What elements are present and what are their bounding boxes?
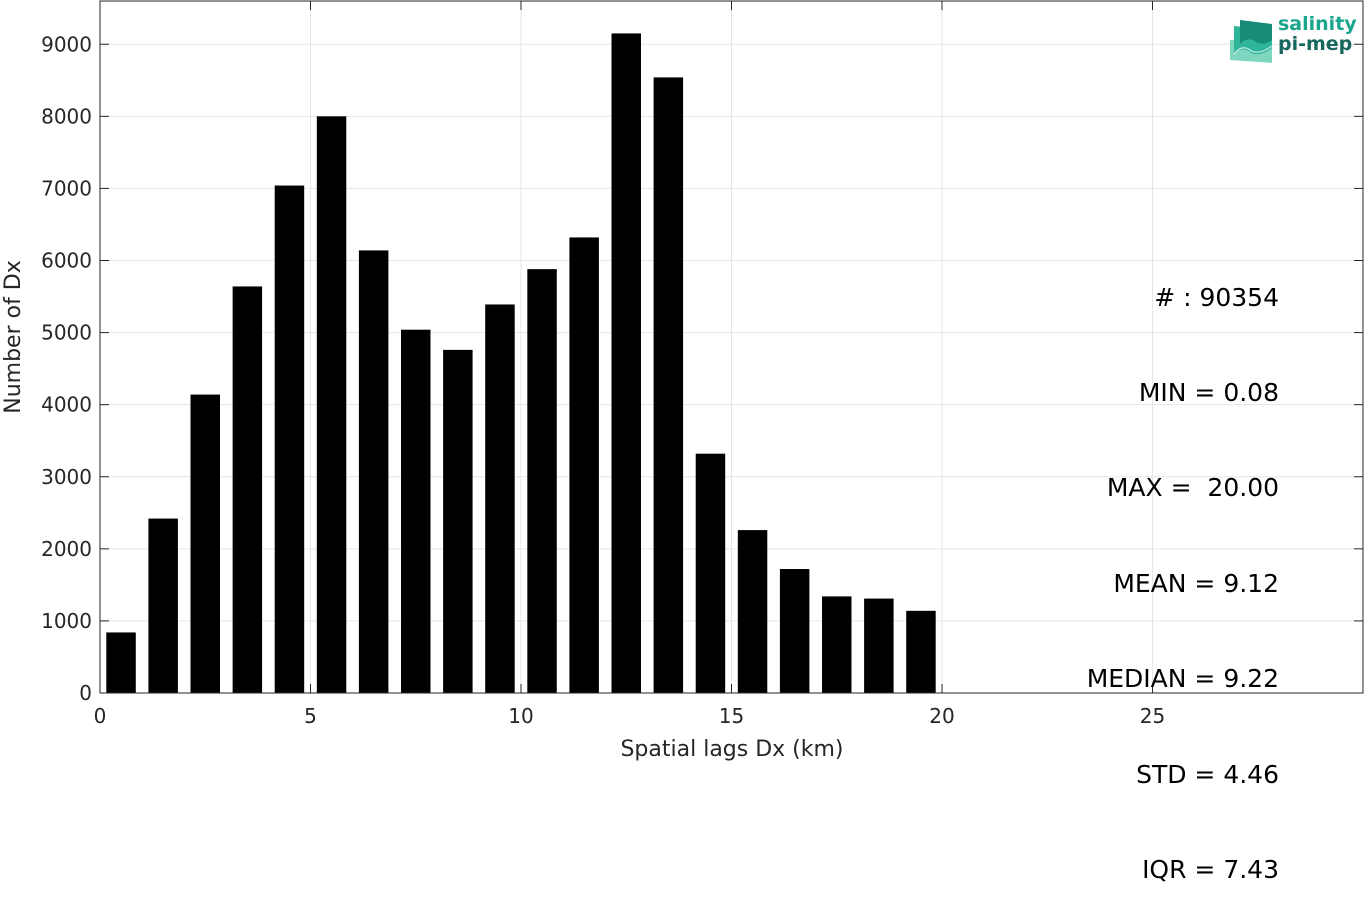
bar (232, 286, 263, 693)
x-tick-label: 0 (94, 704, 107, 728)
bar (822, 596, 852, 693)
y-tick-label: 2000 (41, 537, 92, 561)
bar (695, 453, 726, 693)
x-axis-label: Spatial lags Dx (km) (620, 737, 843, 762)
salinity-pi-mep-logo: salinity pi-mep (1228, 14, 1358, 64)
x-axis: 0 5 10 15 20 25 (94, 1, 1165, 728)
statistics-box: # : 90354 MIN = 0.08 MAX = 20.00 MEAN = … (1087, 218, 1279, 918)
bar (485, 304, 515, 693)
bar (316, 116, 347, 694)
x-tick-label: 25 (1140, 704, 1165, 728)
stat-max: MAX = 20.00 (1106, 473, 1279, 503)
stat-mean: MEAN = 9.12 (1113, 568, 1279, 598)
y-axis: 0 1000 2000 3000 4000 5000 6000 7000 8000 9000 (41, 32, 1363, 705)
x-tick-label: 10 (508, 704, 533, 728)
y-tick-label: 0 (79, 681, 92, 705)
grid-lines (100, 1, 1363, 693)
bar (653, 77, 684, 694)
y-tick-label: 3000 (41, 465, 92, 489)
y-tick-label: 1000 (41, 609, 92, 633)
bar (148, 518, 178, 693)
histogram-chart: 0 5 10 15 20 25 0 1000 2000 3000 4000 5000 6000 7000… (1, 0, 1364, 762)
logo-text-line2: pi-mep (1278, 33, 1353, 55)
bar (569, 237, 599, 693)
y-tick-label: 5000 (41, 321, 92, 345)
bar (611, 33, 641, 693)
y-tick-label: 6000 (41, 249, 92, 273)
bar (401, 329, 431, 693)
x-tick-label: 15 (719, 704, 744, 728)
bar (527, 269, 557, 693)
bar (906, 610, 936, 693)
bar (190, 394, 220, 693)
x-tick-label: 5 (304, 704, 317, 728)
logo-wave-icon (1230, 20, 1273, 63)
y-tick-label: 4000 (41, 393, 92, 417)
bar (443, 349, 473, 693)
stat-count: # : 90354 (1154, 282, 1279, 312)
stat-iqr: IQR = 7.43 (1142, 854, 1279, 884)
logo-text-line1: salinity (1278, 13, 1357, 35)
y-tick-label: 9000 (41, 32, 92, 56)
y-axis-label: Number of Dx (1, 260, 26, 414)
bar (106, 632, 136, 693)
y-tick-label: 7000 (41, 176, 92, 200)
bar (274, 185, 305, 694)
stat-std: STD = 4.46 (1136, 759, 1279, 789)
x-tick-label: 20 (929, 704, 954, 728)
y-tick-label: 8000 (41, 104, 92, 128)
bar (779, 569, 810, 693)
bar (864, 598, 894, 693)
stat-median: MEDIAN = 9.22 (1086, 664, 1279, 694)
bar (358, 250, 389, 694)
stat-min: MIN = 0.08 (1138, 377, 1279, 407)
bars (106, 33, 936, 694)
bar (737, 530, 768, 693)
